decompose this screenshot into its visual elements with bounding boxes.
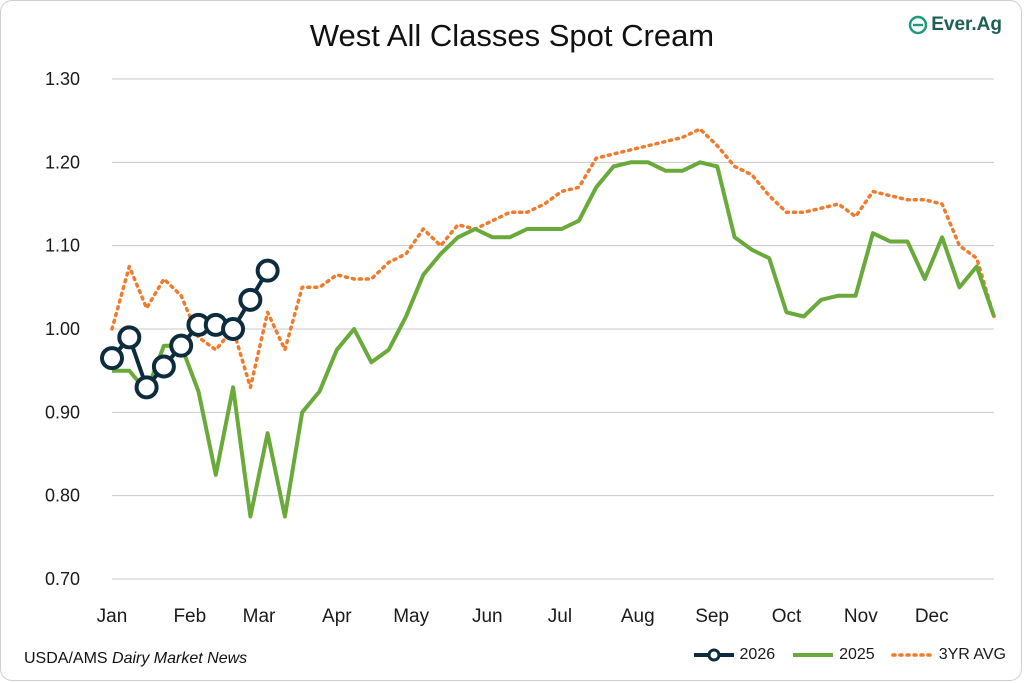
x-tick-label: Oct xyxy=(772,606,802,627)
series-line-2026 xyxy=(110,269,270,390)
legend-swatch-2026 xyxy=(693,648,734,662)
x-tick-label: May xyxy=(393,606,429,627)
data-point-2026 xyxy=(151,354,176,379)
y-tick-label: 1.00 xyxy=(45,319,80,339)
x-tick-label: Jun xyxy=(472,606,503,627)
data-point-2026 xyxy=(255,258,280,283)
x-axis-ticks: Jan Feb Mar Apr May Jun Jul Aug Sep Oct Nov Dec xyxy=(97,606,949,627)
chart-title: West All Classes Spot Cream xyxy=(309,18,715,53)
legend-swatch-2025 xyxy=(793,653,834,657)
series-line-3yr-avg xyxy=(110,127,996,390)
series-line-2025 xyxy=(112,160,996,519)
x-tick-label: Nov xyxy=(844,606,878,627)
y-tick-label: 1.20 xyxy=(45,152,80,172)
y-tick-label: 1.10 xyxy=(45,236,80,256)
legend-label-3yr-avg: 3YR AVG xyxy=(938,646,1006,663)
x-tick-label: Mar xyxy=(243,606,276,627)
gridlines xyxy=(112,78,994,580)
series-lines xyxy=(100,127,996,519)
x-tick-label: Sep xyxy=(695,606,729,627)
source-italic: Dairy Market News xyxy=(112,650,248,667)
x-tick-label: Aug xyxy=(621,606,655,627)
x-tick-label: Dec xyxy=(915,606,949,627)
y-tick-label: 0.90 xyxy=(45,402,80,422)
y-tick-label: 1.30 xyxy=(45,69,80,89)
y-axis-ticks: 0.70 0.80 0.90 1.00 1.10 1.20 1.30 xyxy=(45,69,80,589)
legend-label-2026: 2026 xyxy=(739,646,776,663)
legend-item-3yr-avg: 3YR AVG xyxy=(890,646,1006,664)
data-point-2026 xyxy=(134,375,159,400)
legend-swatch-3yr-avg xyxy=(890,653,935,657)
data-point-2026 xyxy=(169,333,194,358)
data-point-2026 xyxy=(238,287,263,312)
legend-label-2025: 2025 xyxy=(839,646,875,663)
legend-item-2025: 2025 xyxy=(791,646,875,664)
everag-logo-text: Ever.Ag xyxy=(931,14,1002,35)
everag-logo: Ever.Ag xyxy=(908,14,1002,36)
x-tick-label: Jul xyxy=(548,606,572,627)
legend-item-2026: 2026 xyxy=(692,646,776,664)
source-note: USDA/AMS Dairy Market News xyxy=(24,650,247,668)
x-tick-label: Apr xyxy=(322,606,352,627)
x-tick-label: Jan xyxy=(97,606,128,627)
y-tick-label: 0.70 xyxy=(45,569,80,589)
data-point-2026 xyxy=(117,325,142,350)
everag-logo-icon xyxy=(908,15,928,35)
legend: 2026 2025 3YR AVG xyxy=(692,646,1006,664)
source-prefix: USDA/AMS xyxy=(24,650,113,667)
y-tick-label: 0.80 xyxy=(45,486,80,506)
x-tick-label: Feb xyxy=(173,606,206,627)
data-point-2026 xyxy=(100,346,124,371)
data-point-2026 xyxy=(221,317,246,341)
